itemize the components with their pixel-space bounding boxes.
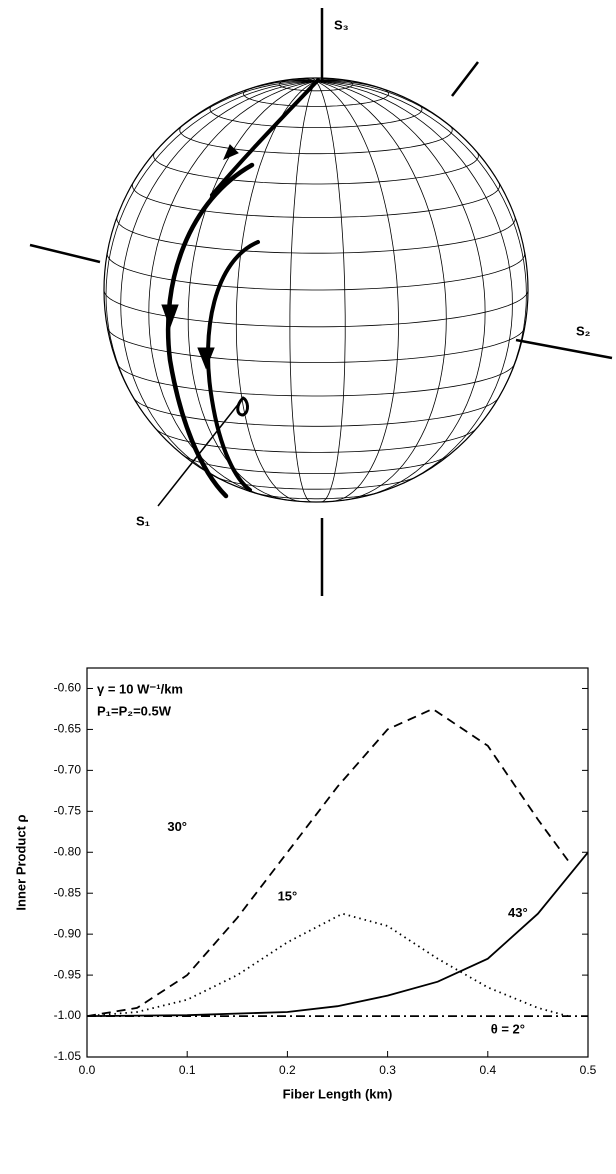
y-tick-label: -1.00 [54, 1008, 82, 1022]
arrow-head [161, 304, 179, 329]
x-tick-label: 0.5 [580, 1063, 597, 1077]
trajectories [161, 78, 320, 499]
trajectory [206, 240, 260, 492]
sphere-grid-line [179, 124, 453, 155]
annotation: γ = 10 W⁻¹/km [97, 681, 183, 696]
s1-label: S₁ [136, 513, 150, 528]
series-line [86, 912, 569, 1017]
y-tick-label: -1.05 [54, 1049, 82, 1063]
sphere-grid-line [315, 80, 513, 487]
series-line [86, 851, 589, 1017]
y-tick-label: -0.65 [54, 722, 82, 736]
series-label: 15° [278, 889, 298, 904]
x-tick-label: 0.4 [479, 1063, 496, 1077]
x-tick-label: 0.2 [279, 1063, 296, 1077]
arrow-head [223, 144, 239, 160]
s1-axis-neg [451, 61, 479, 97]
sphere-grid-line [148, 80, 317, 498]
sphere-grid-line [315, 80, 486, 498]
y-tick-label: -0.75 [54, 803, 82, 817]
y-tick-label: -0.90 [54, 926, 82, 940]
sphere-outline [103, 77, 529, 503]
sphere-grid-line [315, 80, 346, 503]
y-tick-label: -0.80 [54, 844, 82, 858]
trajectory [165, 162, 255, 499]
sphere-grid-line [132, 396, 499, 427]
sphere-grid-line [153, 151, 479, 185]
sphere-grid-line [289, 80, 317, 503]
x-tick-label: 0.1 [179, 1063, 196, 1077]
trajectory [210, 78, 320, 197]
s3-label: S₃ [334, 17, 349, 32]
sphere-grid-line [131, 181, 501, 218]
series-line [86, 707, 569, 1017]
plot-frame [86, 667, 589, 1058]
s2-axis [515, 338, 613, 360]
x-tick-label: 0.0 [79, 1063, 96, 1077]
y-axis-label: Inner Product ρ [13, 814, 28, 910]
poincare-sphere [29, 8, 613, 596]
sphere-grid-line [315, 80, 447, 501]
y-tick-label: -0.60 [54, 681, 82, 695]
sphere-grid-line [316, 80, 493, 173]
sphere-grid-line [209, 102, 423, 128]
arrow-head [197, 347, 215, 370]
sphere-grid-line [106, 252, 526, 291]
x-axis-label: Fiber Length (km) [283, 1086, 393, 1101]
series-label: 30° [167, 819, 187, 834]
y-tick-label: -0.85 [54, 885, 82, 899]
s2-axis-neg [29, 243, 101, 264]
sphere-grid-line [315, 80, 400, 502]
chart: 0.0 0.1 0.2 0.3 0.4 0.5 -0.60 -0.65 -0.70 -0.75 -0… [13, 667, 597, 1101]
s2-label: S₂ [576, 323, 591, 338]
annotation: P₁=P₂=0.5W [97, 703, 172, 718]
sphere-grid-line [103, 289, 529, 328]
sphere-grid-line [116, 215, 516, 254]
series-label: 43° [508, 905, 528, 920]
sphere-grid-line [235, 80, 317, 502]
sphere-grid-line [133, 80, 317, 182]
x-tick-label: 0.3 [379, 1063, 396, 1077]
trajectory [236, 396, 249, 417]
y-tick-label: -0.70 [54, 763, 82, 777]
sphere-grid-line [243, 86, 389, 107]
y-tick-label: -0.95 [54, 967, 82, 981]
sphere-grid-line [120, 80, 317, 487]
series-label: θ = 2° [491, 1021, 525, 1036]
